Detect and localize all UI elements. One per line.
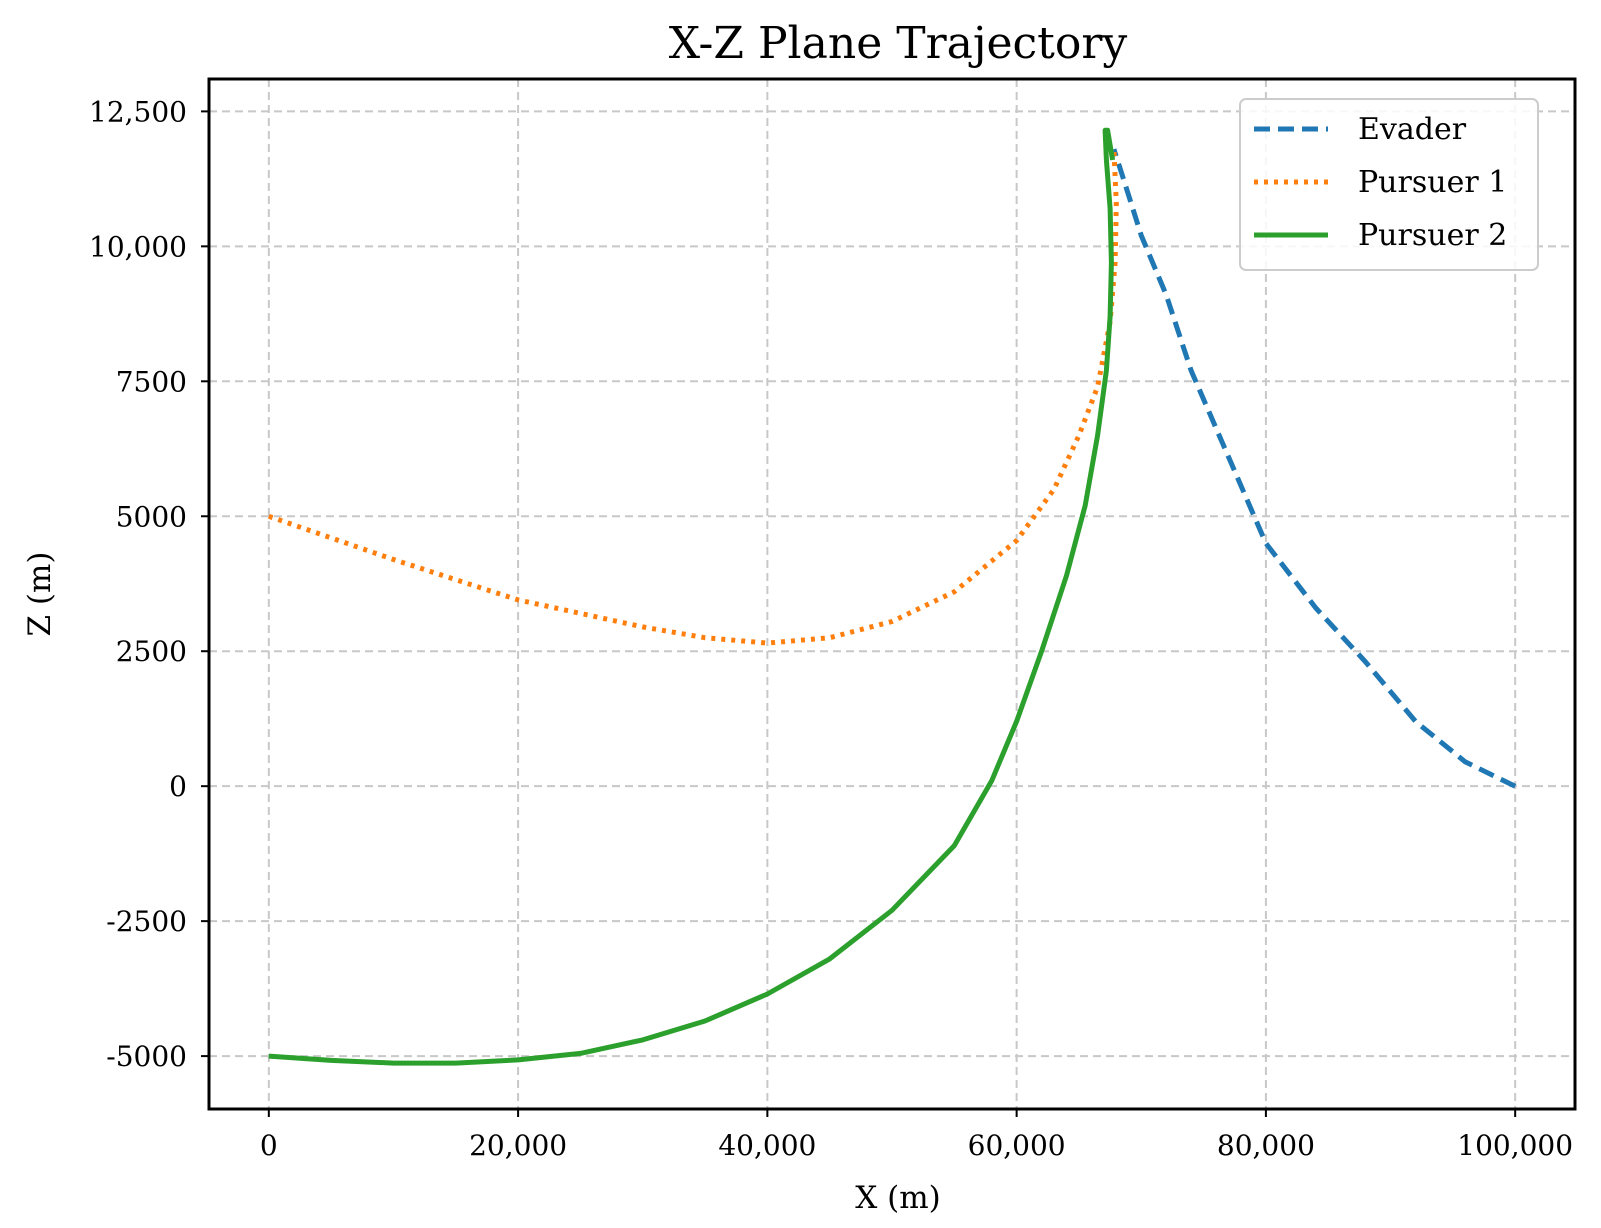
plot-frame (207, 77, 1577, 1111)
x-axis-ticks: 0 20,000 40,000 60,000 80,000 100,000 (260, 1109, 1573, 1162)
x-tick-label: 80,000 (1217, 1129, 1315, 1162)
chart-title: X-Z Plane Trajectory (669, 18, 1128, 69)
y-tick-label: -5000 (106, 1040, 187, 1073)
y-tick-label: 2500 (116, 635, 187, 668)
x-tick-label: 40,000 (718, 1129, 816, 1162)
legend-label: Evader (1358, 112, 1467, 147)
grid (209, 79, 1575, 1109)
y-tick-label: 5000 (116, 500, 187, 533)
x-tick-label: 0 (260, 1129, 278, 1162)
y-tick-label: 10,000 (89, 230, 187, 263)
series-line-pursuer-2 (268, 127, 1116, 1066)
legend-label: Pursuer 2 (1358, 218, 1507, 253)
y-tick-label: 7500 (116, 365, 187, 398)
y-axis-ticks: -5000 -2500 0 2500 5000 7500 10,000 12,500 (89, 95, 209, 1073)
legend-box (1239, 98, 1539, 271)
series-line-evader (1111, 148, 1517, 789)
y-tick-label: 0 (169, 770, 187, 803)
y-tick-label: 12,500 (89, 95, 187, 128)
legend: Evader Pursuer 1 Pursuer 2 (1239, 98, 1539, 271)
x-tick-label: 100,000 (1457, 1129, 1573, 1162)
x-tick-label: 20,000 (469, 1129, 567, 1162)
series-layer (267, 127, 1517, 1066)
y-tick-label: -2500 (106, 905, 187, 938)
x-tick-label: 60,000 (968, 1129, 1066, 1162)
y-axis-label: Z (m) (22, 552, 58, 637)
x-axis-label: X (m) (855, 1180, 941, 1216)
legend-label: Pursuer 1 (1358, 165, 1507, 200)
